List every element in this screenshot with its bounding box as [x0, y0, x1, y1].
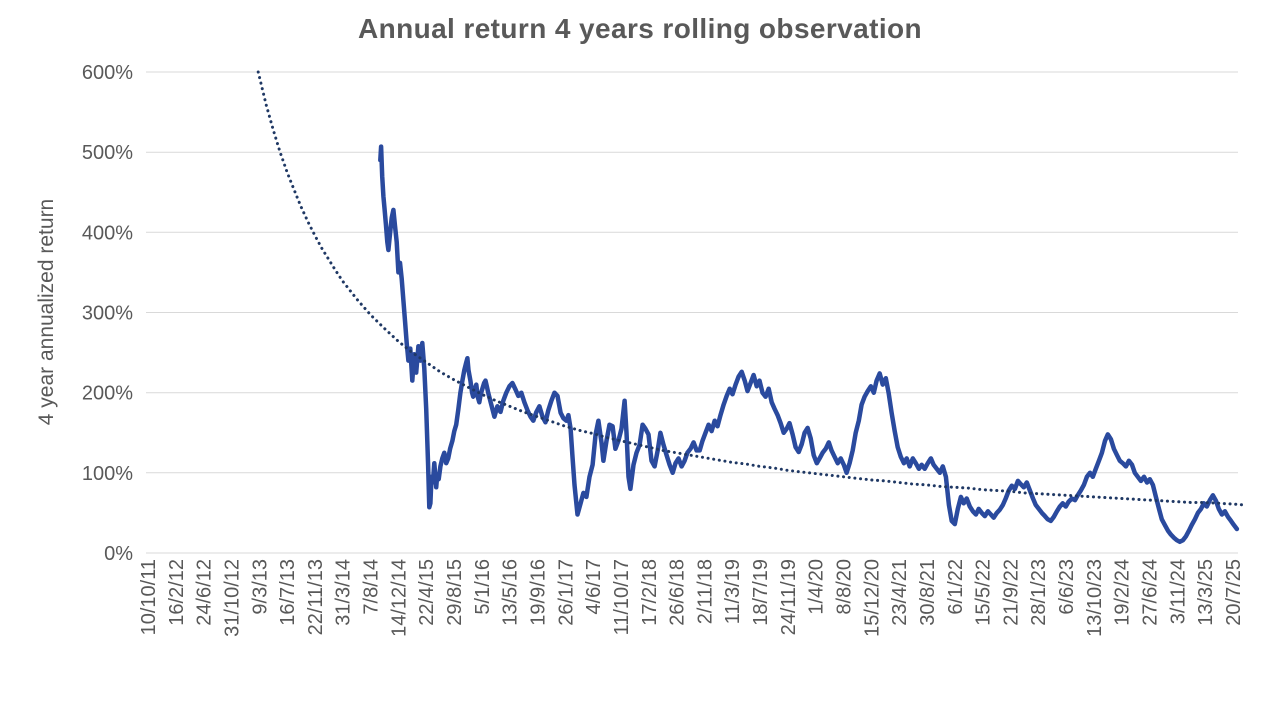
x-tick-label: 1/4/20	[806, 559, 828, 615]
x-tick-label: 27/6/24	[1140, 559, 1162, 626]
x-tick-label: 31/3/14	[333, 559, 355, 626]
x-tick-label: 13/5/16	[500, 559, 522, 626]
x-tick-label: 22/4/15	[416, 559, 438, 626]
x-tick-label: 23/4/21	[889, 559, 911, 626]
y-tick-label: 0%	[104, 543, 133, 565]
x-tick-label: 21/9/22	[1000, 559, 1022, 626]
x-tick-label: 19/9/16	[528, 559, 550, 626]
x-tick-label: 30/8/21	[917, 559, 939, 626]
x-tick-label: 3/11/24	[1167, 559, 1189, 624]
y-tick-label: 600%	[82, 62, 133, 84]
x-tick-label: 5/1/16	[472, 559, 494, 615]
x-tick-label: 11/10/17	[611, 559, 633, 635]
x-tick-label: 7/8/14	[361, 559, 383, 615]
y-tick-label: 200%	[82, 383, 133, 405]
y-tick-label: 300%	[82, 303, 133, 325]
x-tick-label: 6/6/23	[1056, 559, 1078, 615]
y-tick-label: 400%	[82, 222, 133, 244]
chart-title: Annual return 4 years rolling observatio…	[357, 13, 923, 44]
x-tick-label: 26/6/18	[667, 559, 689, 626]
x-tick-label: 18/7/19	[750, 559, 772, 626]
x-tick-label: 14/12/14	[388, 559, 410, 637]
x-tick-label: 19/2/24	[1112, 559, 1134, 626]
x-tick-label: 20/7/25	[1223, 559, 1245, 626]
x-tick-label: 24/11/19	[778, 559, 800, 635]
x-tick-label: 22/11/13	[305, 559, 327, 635]
x-tick-label: 28/1/23	[1028, 559, 1050, 626]
x-tick-label: 24/6/12	[194, 559, 216, 626]
y-tick-label: 100%	[82, 463, 133, 485]
x-tick-label: 10/10/11	[138, 559, 160, 635]
x-tick-label: 13/3/25	[1195, 559, 1217, 626]
x-tick-label: 16/7/13	[277, 559, 299, 626]
x-tick-label: 2/11/18	[694, 559, 716, 624]
x-tick-label: 8/8/20	[834, 559, 856, 615]
power-trendline	[256, 70, 1246, 507]
return-series-line	[378, 144, 1240, 545]
x-tick-label: 29/8/15	[444, 559, 466, 626]
x-tick-label: 4/6/17	[583, 559, 605, 615]
x-tick-label: 13/10/23	[1084, 559, 1106, 637]
x-tick-label: 15/5/22	[973, 559, 995, 626]
x-tick-label: 11/3/19	[722, 559, 744, 624]
x-tick-label: 17/2/18	[639, 559, 661, 626]
x-tick-label: 26/1/17	[555, 559, 577, 626]
y-tick-label: 500%	[82, 142, 133, 164]
x-tick-label: 9/3/13	[249, 559, 271, 615]
x-tick-label: 6/1/22	[945, 559, 967, 615]
x-tick-label: 15/12/20	[861, 559, 883, 637]
x-tick-label: 31/10/12	[222, 559, 244, 637]
x-tick-label: 16/2/12	[166, 559, 188, 626]
